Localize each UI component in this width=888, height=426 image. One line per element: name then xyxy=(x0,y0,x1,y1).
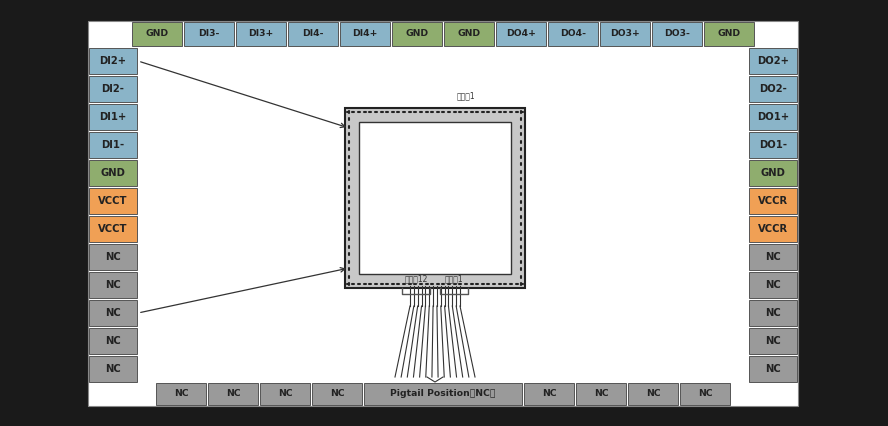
Text: GND: GND xyxy=(718,29,741,38)
Bar xyxy=(704,22,754,46)
Bar xyxy=(496,22,546,46)
Text: NC: NC xyxy=(105,308,121,318)
Text: Pigtail Position（NC）: Pigtail Position（NC） xyxy=(391,389,496,398)
Bar xyxy=(236,22,286,46)
Bar xyxy=(359,122,511,274)
Bar xyxy=(576,383,626,405)
Bar xyxy=(89,188,137,214)
Text: NC: NC xyxy=(765,308,781,318)
Bar xyxy=(680,383,730,405)
Text: GND: GND xyxy=(760,168,786,178)
Bar xyxy=(89,300,137,326)
Text: NC: NC xyxy=(698,389,712,398)
Text: NC: NC xyxy=(542,389,556,398)
Bar xyxy=(89,132,137,158)
Bar xyxy=(600,22,650,46)
Bar xyxy=(364,383,522,405)
Bar xyxy=(89,48,137,74)
Bar xyxy=(749,104,797,130)
Text: NC: NC xyxy=(765,364,781,374)
Text: NC: NC xyxy=(105,364,121,374)
Text: DO4+: DO4+ xyxy=(506,29,536,38)
Bar xyxy=(340,22,390,46)
Text: DI4-: DI4- xyxy=(302,29,324,38)
Text: NC: NC xyxy=(105,252,121,262)
Bar xyxy=(749,272,797,298)
Text: VCCT: VCCT xyxy=(99,224,128,234)
Text: DO3+: DO3+ xyxy=(610,29,640,38)
Text: VCCT: VCCT xyxy=(99,196,128,206)
Text: DO1-: DO1- xyxy=(759,140,787,150)
Bar xyxy=(548,22,598,46)
Bar xyxy=(89,216,137,242)
Bar xyxy=(749,132,797,158)
Bar xyxy=(444,22,494,46)
Bar xyxy=(89,160,137,186)
Text: DI3-: DI3- xyxy=(198,29,219,38)
Text: NC: NC xyxy=(105,336,121,346)
Bar xyxy=(345,108,525,288)
Bar xyxy=(628,383,678,405)
Bar xyxy=(156,383,206,405)
Text: DO1+: DO1+ xyxy=(757,112,789,122)
Bar xyxy=(132,22,182,46)
Text: DO2+: DO2+ xyxy=(757,56,789,66)
Bar xyxy=(260,383,310,405)
Bar xyxy=(312,383,362,405)
Bar xyxy=(749,328,797,354)
Text: GND: GND xyxy=(100,168,125,178)
Bar xyxy=(392,22,442,46)
Text: DI3+: DI3+ xyxy=(249,29,274,38)
Text: VCCR: VCCR xyxy=(758,224,788,234)
Text: NC: NC xyxy=(765,280,781,290)
Text: GND: GND xyxy=(406,29,429,38)
Bar xyxy=(89,272,137,298)
Bar xyxy=(88,21,798,406)
Text: NC: NC xyxy=(765,252,781,262)
Text: NC: NC xyxy=(226,389,241,398)
Text: NC: NC xyxy=(105,280,121,290)
Text: DI2-: DI2- xyxy=(101,84,124,94)
Text: DO2-: DO2- xyxy=(759,84,787,94)
Text: DI1-: DI1- xyxy=(101,140,124,150)
Text: DI4+: DI4+ xyxy=(353,29,377,38)
Bar xyxy=(524,383,574,405)
Bar xyxy=(89,104,137,130)
Text: DI1+: DI1+ xyxy=(99,112,127,122)
Text: DO3-: DO3- xyxy=(664,29,690,38)
Bar xyxy=(89,76,137,102)
Text: NC: NC xyxy=(594,389,608,398)
Bar xyxy=(749,356,797,382)
Text: VCCR: VCCR xyxy=(758,196,788,206)
Text: DI2+: DI2+ xyxy=(99,56,126,66)
Text: 光接口1: 光接口1 xyxy=(445,274,464,283)
Text: GND: GND xyxy=(146,29,169,38)
Bar xyxy=(749,244,797,270)
Text: NC: NC xyxy=(329,389,345,398)
Bar xyxy=(749,76,797,102)
Bar xyxy=(208,383,258,405)
Bar xyxy=(749,216,797,242)
Bar xyxy=(749,160,797,186)
Bar xyxy=(749,300,797,326)
Text: 光接口12: 光接口12 xyxy=(404,274,428,283)
Text: NC: NC xyxy=(278,389,292,398)
Bar xyxy=(288,22,338,46)
Bar xyxy=(89,244,137,270)
Text: NC: NC xyxy=(174,389,188,398)
Bar xyxy=(652,22,702,46)
Text: GND: GND xyxy=(457,29,480,38)
Bar xyxy=(89,356,137,382)
Bar xyxy=(749,48,797,74)
Bar xyxy=(749,188,797,214)
Text: NC: NC xyxy=(765,336,781,346)
Bar xyxy=(89,328,137,354)
Text: DO4-: DO4- xyxy=(560,29,586,38)
Text: 光接口1: 光接口1 xyxy=(456,91,475,100)
Text: NC: NC xyxy=(646,389,661,398)
Bar xyxy=(184,22,234,46)
